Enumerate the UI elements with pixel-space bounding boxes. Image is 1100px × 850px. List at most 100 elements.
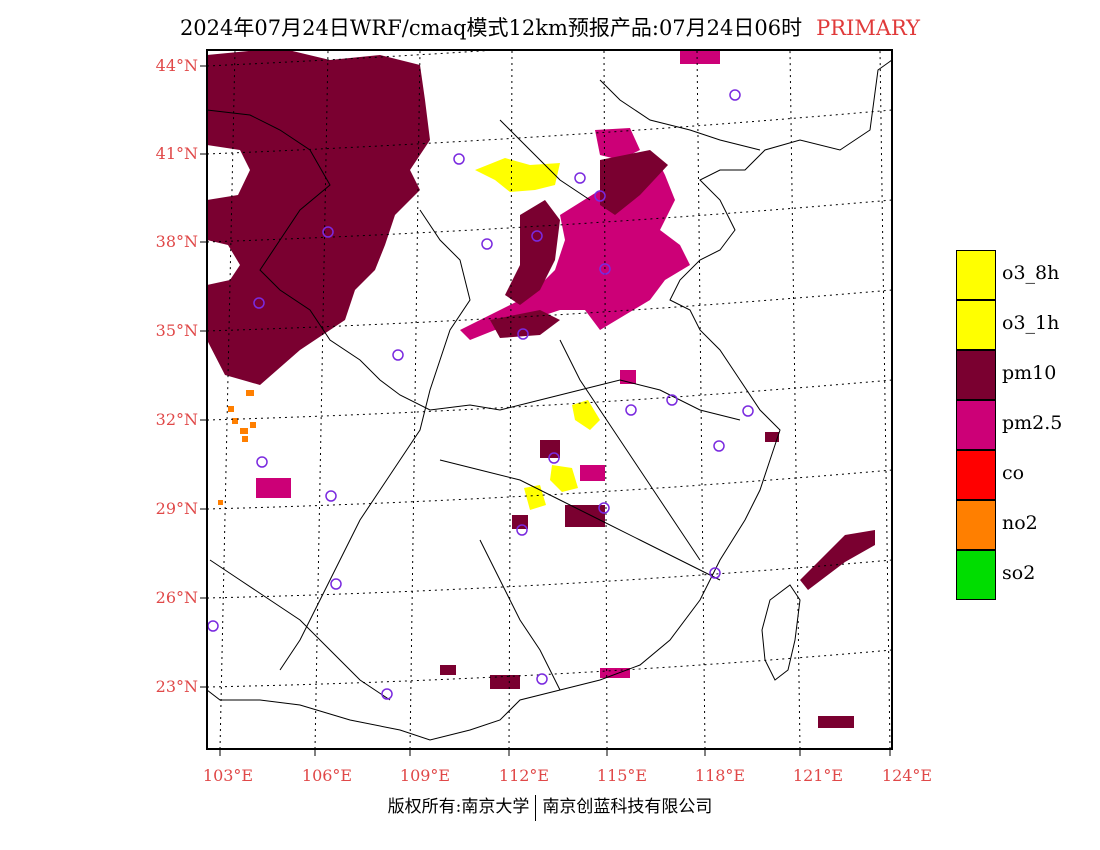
legend-swatch [956, 250, 996, 300]
lon-label: 109°E [399, 766, 451, 785]
pm10-region-west [207, 50, 430, 385]
parallel-26 [207, 559, 892, 599]
meridian-121 [789, 50, 801, 749]
legend-swatch [956, 300, 996, 350]
footer-separator [535, 794, 537, 821]
o3-patch-hunan [550, 465, 578, 492]
pm25-patch [256, 478, 291, 498]
lat-label: 26°N [155, 588, 198, 607]
station-marker [325, 490, 337, 502]
no2-patch [232, 418, 238, 424]
parallel-32 [207, 379, 892, 421]
station-marker [548, 452, 560, 464]
pm10-patch-taiwan-strait [800, 530, 875, 590]
legend-label: so2 [1002, 562, 1036, 584]
border [207, 109, 741, 421]
pm10-patch [818, 716, 854, 728]
primary-tag: PRIMARY [816, 16, 921, 40]
station-marker [453, 153, 465, 165]
lat-label: 38°N [155, 232, 198, 251]
copyright-left: 版权所有:南京大学 [387, 797, 530, 817]
legend-label: co [1002, 462, 1025, 484]
o3-patch-hubei [572, 400, 600, 430]
station-marker [574, 172, 586, 184]
legend-label: no2 [1002, 512, 1038, 534]
meridian-106 [314, 50, 329, 749]
lat-label: 23°N [155, 677, 198, 696]
pm10-patch [765, 432, 779, 442]
meridian-118 [696, 50, 706, 749]
pm25-patch [600, 668, 630, 678]
lat-label: 29°N [155, 499, 198, 518]
station-marker [481, 238, 493, 250]
station-marker [729, 89, 741, 101]
no2-patch [250, 422, 256, 428]
pm25-region-north [460, 155, 690, 340]
o3-patch-hunan-2 [524, 485, 546, 510]
pm10-patch-taiyuan [505, 200, 560, 305]
legend-swatch [956, 500, 996, 550]
lon-label: 118°E [694, 766, 746, 785]
meridian-112 [508, 50, 513, 749]
station-marker [713, 440, 725, 452]
lat-label: 44°N [155, 56, 198, 75]
pm25-patch [680, 50, 720, 64]
legend-label: pm2.5 [1002, 412, 1063, 434]
taiwan [761, 584, 801, 681]
map-title: 2024年07月24日WRF/cmaq模式12km预报产品:07月24日06时 P… [0, 12, 1100, 42]
border [479, 539, 561, 691]
station-marker [599, 263, 611, 275]
map-content [207, 50, 892, 749]
station-marker [666, 394, 678, 406]
border [209, 559, 391, 701]
border [439, 459, 721, 581]
station-marker [625, 404, 637, 416]
station-marker [330, 578, 342, 590]
parallel-44 [207, 50, 505, 67]
ticks [200, 65, 891, 756]
pm25-patch [580, 465, 605, 481]
lat-label: 35°N [155, 321, 198, 340]
no2-patch [240, 428, 248, 434]
station-marker [381, 688, 393, 700]
meridian-124 [879, 50, 891, 749]
station-marker [322, 226, 334, 238]
pm10-notch-south [207, 240, 240, 285]
station-marker [742, 405, 754, 417]
border [279, 209, 471, 671]
border [499, 119, 591, 201]
map-frame [206, 49, 893, 750]
legend-label: o3_8h [1002, 262, 1060, 284]
legend-swatch [956, 400, 996, 450]
pm10-patch [565, 505, 605, 527]
coastline [207, 59, 892, 741]
station-marker [256, 456, 268, 468]
pm10-patch-central [490, 310, 560, 338]
station-marker [598, 502, 610, 514]
no2-patch [228, 406, 234, 412]
parallel-41 [207, 109, 892, 155]
station-marker [709, 567, 721, 579]
parallel-38 [207, 199, 892, 243]
station-marker [516, 524, 528, 536]
border [559, 339, 701, 561]
parallel-29 [207, 469, 892, 510]
legend-swatch [956, 350, 996, 400]
lon-label: 103°E [202, 766, 254, 785]
pm10-patch-beijing [600, 150, 668, 215]
station-marker [207, 620, 219, 632]
border [599, 79, 761, 151]
legend-label: pm10 [1002, 362, 1057, 384]
station-marker [531, 230, 543, 242]
station-marker [392, 349, 404, 361]
pm10-patch [490, 675, 520, 689]
boundaries [207, 59, 892, 741]
lon-label: 112°E [498, 766, 550, 785]
lon-label: 124°E [881, 766, 933, 785]
legend-label: o3_1h [1002, 312, 1060, 334]
pm25-region-northeast [595, 128, 640, 160]
lon-label: 106°E [301, 766, 353, 785]
copyright-right: 南京创蓝科技有限公司 [542, 797, 713, 817]
legend-swatch [956, 450, 996, 500]
